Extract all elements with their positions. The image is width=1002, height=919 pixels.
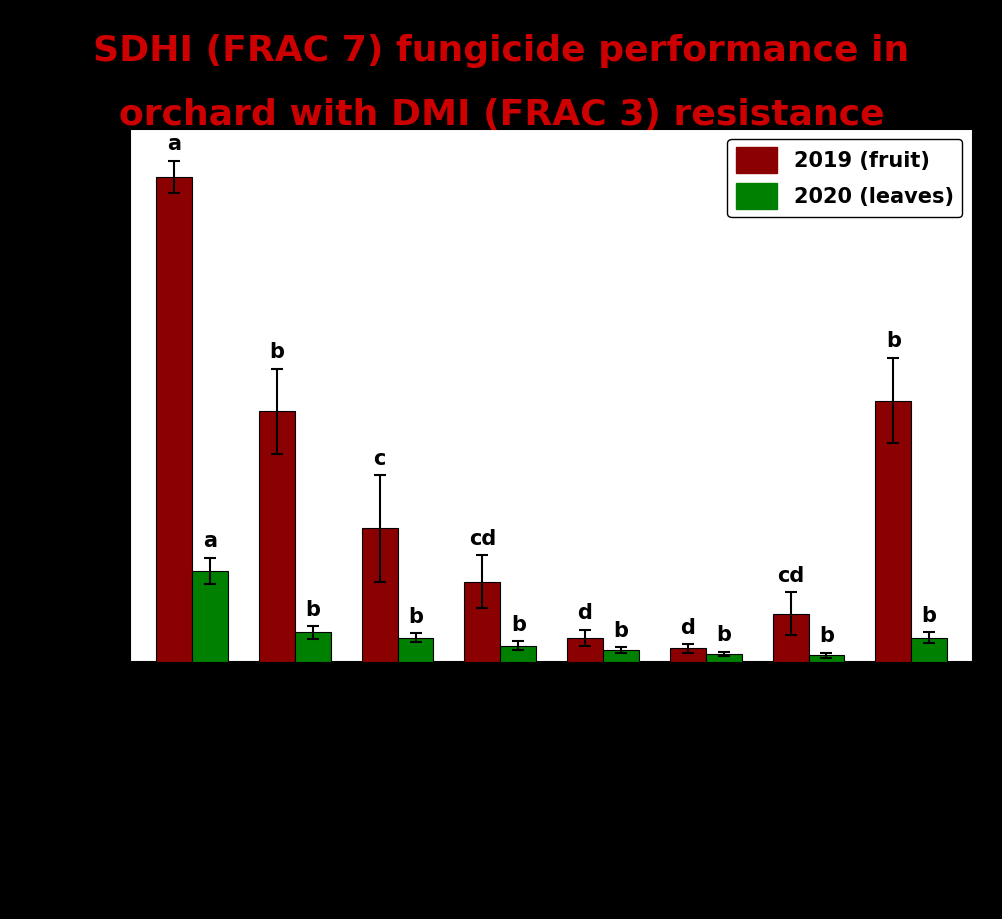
Bar: [669, 649, 705, 662]
Text: c: c: [373, 448, 386, 469]
Bar: [602, 650, 638, 662]
Text: b: b: [819, 626, 834, 646]
Bar: [911, 638, 946, 662]
Bar: [191, 571, 227, 662]
Y-axis label: % Apple Scab Incidence: % Apple Scab Incidence: [54, 237, 78, 553]
Bar: [259, 411, 295, 662]
Text: Captozeb: Captozeb: [838, 675, 922, 750]
Text: SDHI (FRAC 7) fungicide performance in: SDHI (FRAC 7) fungicide performance in: [93, 34, 909, 67]
Bar: [772, 614, 808, 662]
Text: Merivon (5 floz): Merivon (5 floz): [377, 675, 511, 792]
Text: orchard with DMI (FRAC 3) resistance: orchard with DMI (FRAC 3) resistance: [118, 98, 884, 131]
Bar: [500, 646, 536, 662]
Text: Aprovia (5.5 fl oz): Aprovia (5.5 fl oz): [566, 675, 716, 806]
Text: b: b: [885, 332, 900, 351]
Bar: [464, 582, 500, 662]
Bar: [156, 176, 191, 662]
Text: d: d: [679, 618, 694, 638]
Text: Luna Sensation: Luna Sensation: [687, 675, 820, 790]
Legend: 2019 (fruit), 2020 (leaves): 2019 (fruit), 2020 (leaves): [726, 139, 962, 217]
Text: Sercadis (3.5 floz): Sercadis (3.5 floz): [257, 675, 409, 808]
Bar: [808, 655, 844, 662]
Text: b: b: [269, 342, 284, 362]
Bar: [295, 632, 331, 662]
Text: Control: Control: [135, 675, 203, 737]
Text: a: a: [167, 134, 181, 154]
Text: b: b: [613, 621, 628, 641]
Text: b: b: [921, 606, 936, 626]
Text: cd: cd: [468, 528, 495, 549]
Bar: [397, 638, 433, 662]
Text: Miravis (3.5 fl oz): Miravis (3.5 fl oz): [467, 675, 614, 803]
Text: a: a: [202, 531, 216, 551]
Text: b: b: [305, 599, 320, 619]
Text: b: b: [715, 625, 730, 645]
Text: Fontelis (20 floz): Fontelis (20 floz): [163, 675, 306, 800]
Bar: [705, 653, 741, 662]
Bar: [566, 638, 602, 662]
Text: d: d: [577, 603, 592, 623]
Text: b: b: [510, 615, 525, 635]
Text: b: b: [408, 607, 423, 627]
Text: cd: cd: [777, 566, 804, 586]
Bar: [361, 528, 397, 662]
Bar: [875, 401, 911, 662]
